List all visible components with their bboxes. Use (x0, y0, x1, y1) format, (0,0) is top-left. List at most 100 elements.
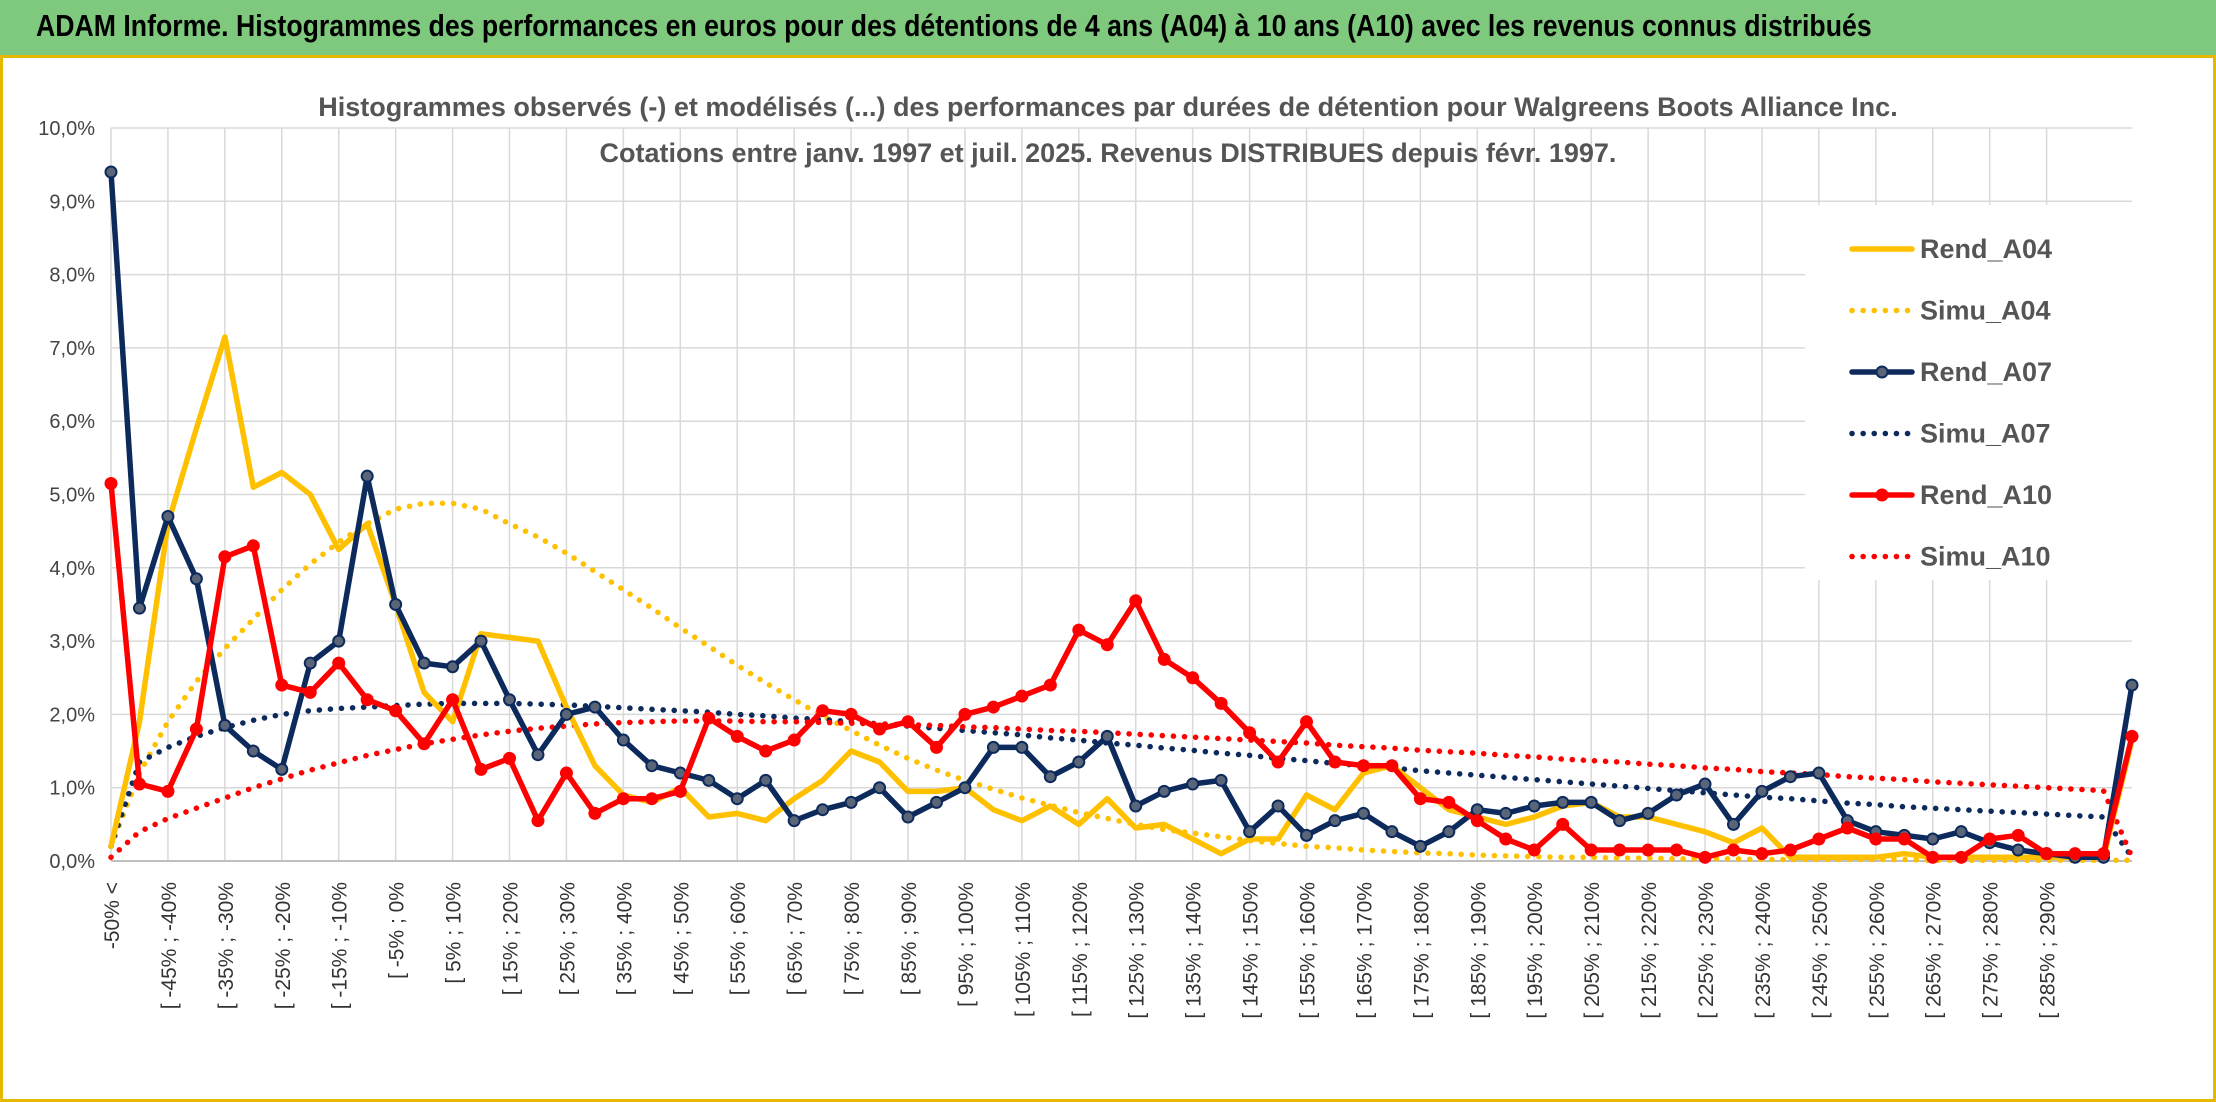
point-rend-a10 (1413, 792, 1427, 806)
point-rend-a10 (1755, 847, 1769, 861)
point-rend-a10 (332, 656, 346, 670)
legend-label: Rend_A07 (1920, 357, 2052, 387)
point-rend-a10 (1613, 843, 1627, 857)
legend-marker (1875, 365, 1889, 379)
point-rend-a07 (1442, 825, 1456, 839)
point-rend-a07 (787, 814, 801, 828)
point-rend-a10 (844, 707, 858, 721)
x-tick-label: [ 55% ; 60% (727, 882, 750, 995)
x-tick-label: [ 45% ; 50% (670, 882, 693, 995)
x-tick-label: [ 5% ; 10% (443, 882, 466, 984)
point-rend-a10 (1129, 594, 1143, 608)
legend-item-simu-a10: Simu_A10 (1849, 542, 2051, 572)
point-rend-a10 (1812, 832, 1826, 846)
x-tick-label: [ 115% ; 120% (1069, 882, 1092, 1017)
point-rend-a10 (929, 740, 943, 754)
x-tick-label: [ -25% ; -20% (272, 882, 295, 1009)
point-rend-a07 (275, 762, 289, 776)
legend-label: Simu_A10 (1920, 542, 2051, 572)
point-rend-a10 (1043, 678, 1057, 692)
point-rend-a10 (1783, 843, 1797, 857)
chart-title-line-1: Histogrammes observés (-) et modélisés (… (318, 92, 1897, 122)
point-rend-a10 (1157, 652, 1171, 666)
point-rend-a07 (132, 601, 146, 615)
point-rend-a10 (1556, 817, 1570, 831)
point-rend-a07 (986, 740, 1000, 754)
y-tick-label: 0,0% (49, 851, 95, 873)
point-rend-a07 (730, 792, 744, 806)
legend-item-rend-a04: Rend_A04 (1849, 234, 2052, 264)
point-rend-a10 (873, 722, 887, 736)
point-rend-a07 (1015, 740, 1029, 754)
x-tick-label: [ 185% ; 190% (1467, 882, 1490, 1019)
point-rend-a07 (189, 572, 203, 586)
x-tick-label: [ 105% ; 110% (1012, 882, 1035, 1017)
point-rend-a07 (1812, 766, 1826, 780)
y-tick-label: 4,0% (49, 558, 95, 580)
point-rend-a07 (360, 469, 374, 483)
point-rend-a07 (1698, 777, 1712, 791)
point-rend-a10 (389, 704, 403, 718)
point-rend-a10 (246, 539, 260, 553)
report-banner: ADAM Informe. Histogrammes des performan… (0, 0, 2216, 58)
point-rend-a10 (104, 477, 118, 491)
point-rend-a10 (474, 762, 488, 776)
point-rend-a10 (816, 704, 830, 718)
x-tick-label: -50% < (101, 882, 124, 949)
point-rend-a07 (816, 803, 830, 817)
x-tick-label: [ 125% ; 130% (1126, 882, 1149, 1019)
point-rend-a10 (1954, 850, 1968, 864)
point-rend-a07 (474, 634, 488, 648)
point-rend-a07 (1300, 828, 1314, 842)
point-rend-a07 (1556, 795, 1570, 809)
legend-item-rend-a07: Rend_A07 (1849, 357, 2052, 387)
point-rend-a07 (246, 744, 260, 758)
point-rend-a07 (1043, 770, 1057, 784)
point-rend-a10 (1271, 755, 1285, 769)
point-rend-a10 (787, 733, 801, 747)
x-tick-label: [ 65% ; 70% (784, 882, 807, 995)
legend-item-simu-a04: Simu_A04 (1849, 296, 2051, 326)
point-rend-a10 (1698, 850, 1712, 864)
point-rend-a10 (503, 751, 517, 765)
point-rend-a10 (1442, 795, 1456, 809)
point-rend-a10 (1840, 821, 1854, 835)
x-tick-label: [ 205% ; 210% (1581, 882, 1604, 1019)
point-rend-a10 (1072, 623, 1086, 637)
x-tick-label: [ 165% ; 170% (1353, 882, 1376, 1019)
x-tick-label: [ 15% ; 20% (500, 882, 523, 995)
point-rend-a10 (1186, 671, 1200, 685)
point-rend-a07 (446, 660, 460, 674)
point-rend-a10 (189, 722, 203, 736)
point-rend-a07 (1499, 806, 1513, 820)
x-tick-label: [ 95% ; 100% (955, 882, 978, 1007)
point-rend-a07 (1613, 814, 1627, 828)
point-rend-a10 (417, 737, 431, 751)
point-rend-a07 (1470, 803, 1484, 817)
x-tick-label: [ 285% ; 290% (2037, 882, 2060, 1019)
point-rend-a07 (1214, 773, 1228, 787)
y-tick-label: 9,0% (49, 191, 95, 213)
point-rend-a10 (1983, 832, 1997, 846)
point-rend-a07 (1243, 825, 1257, 839)
legend-label: Rend_A10 (1920, 480, 2052, 510)
chart-title-line-2: Cotations entre janv. 1997 et juil. 2025… (600, 138, 1617, 168)
point-rend-a07 (1584, 795, 1598, 809)
point-rend-a10 (446, 693, 460, 707)
x-tick-label: [ 275% ; 280% (1980, 882, 2003, 1019)
x-tick-label: [ 255% ; 260% (1866, 882, 1889, 1019)
point-rend-a07 (303, 656, 317, 670)
point-rend-a10 (1470, 814, 1484, 828)
point-rend-a10 (1670, 843, 1684, 857)
y-axis: 0,0% 1,0% 2,0% 3,0% 4,0% 5,0% 6,0% 7,0% 8,0% 9,0%… (38, 118, 95, 873)
point-rend-a07 (332, 634, 346, 648)
point-rend-a07 (1726, 817, 1740, 831)
x-tick-label: [ 245% ; 250% (1809, 882, 1832, 1019)
point-rend-a07 (1271, 799, 1285, 813)
point-rend-a07 (1926, 832, 1940, 846)
legend-background (1805, 205, 2135, 580)
point-rend-a07 (616, 733, 630, 747)
point-rend-a10 (1584, 843, 1598, 857)
point-rend-a10 (2097, 847, 2111, 861)
x-tick-label: [ -35% ; -30% (215, 882, 238, 1009)
